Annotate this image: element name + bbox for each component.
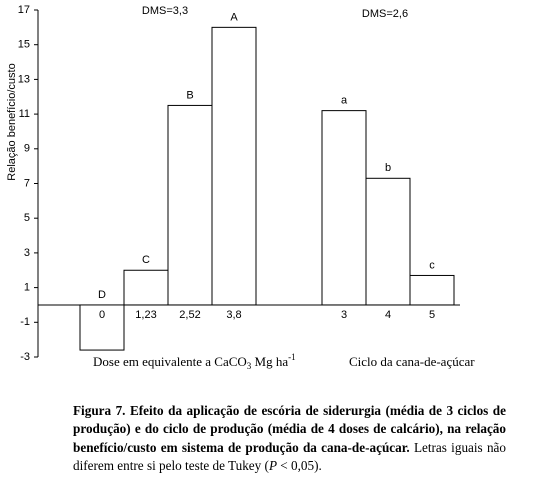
x-tick-label: 0 xyxy=(99,309,105,321)
chart: Relação benefício/custo DMS=3,3 DMS=2,6 … xyxy=(6,4,475,371)
bar xyxy=(409,274,455,306)
y-tick-label: 1 xyxy=(24,282,30,294)
x-group-label: Ciclo da cana-de-açúcar xyxy=(349,354,475,369)
letter-label: D xyxy=(98,289,106,301)
superscript: -1 xyxy=(288,352,296,362)
x-tick-label: 1,23 xyxy=(135,309,156,321)
x-tick-label: 2,52 xyxy=(179,309,200,321)
x-group-label: Dose em equivalente a CaCO3 Mg ha-1 xyxy=(93,352,296,371)
letter-label: C xyxy=(142,254,150,266)
y-tick-label: 9 xyxy=(24,143,30,155)
caption-italic: P xyxy=(268,457,277,473)
x-tick-label: 4 xyxy=(385,309,391,321)
letter-label: a xyxy=(341,95,348,107)
letter-label: c xyxy=(429,259,435,271)
x-tick-label: 3 xyxy=(341,309,347,321)
bar xyxy=(365,177,411,306)
caption-text: < 0,05). xyxy=(277,457,322,473)
subscript: 3 xyxy=(247,361,252,371)
bar xyxy=(211,26,257,306)
bar xyxy=(123,269,169,306)
caption-bold: Figura 7. Efeito da aplicação de escória… xyxy=(73,403,506,455)
x-tick-label: 5 xyxy=(429,309,435,321)
annotation: DMS=2,6 xyxy=(362,8,408,20)
y-tick-label: 7 xyxy=(24,177,30,189)
caption: Figura 7. Efeito da aplicação de escória… xyxy=(73,402,506,475)
bar xyxy=(167,104,213,306)
x-tick-label: 3,8 xyxy=(226,309,241,321)
y-tick-label: 3 xyxy=(24,247,30,259)
text: Dose em equivalente a CaCO xyxy=(93,354,247,369)
caption-text: Letras iguais não diferem entre si pelo … xyxy=(73,439,507,473)
y-tick-label: 11 xyxy=(19,108,30,120)
letter-label: B xyxy=(186,89,193,101)
text: Mg ha xyxy=(251,354,288,369)
bar xyxy=(79,304,125,351)
y-tick-label: -3 xyxy=(20,351,30,363)
letter-label: b xyxy=(385,162,391,174)
y-tick-label: -1 xyxy=(20,316,30,328)
y-axis-title: Relação benefício/custo xyxy=(6,63,18,180)
letter-label: A xyxy=(230,11,238,23)
y-tick-label: 5 xyxy=(24,212,30,224)
bar xyxy=(321,110,367,306)
y-tick-label: 17 xyxy=(18,4,30,16)
y-tick-label: 13 xyxy=(18,73,30,85)
y-tick-label: 15 xyxy=(18,39,30,51)
annotation: DMS=3,3 xyxy=(142,5,188,17)
